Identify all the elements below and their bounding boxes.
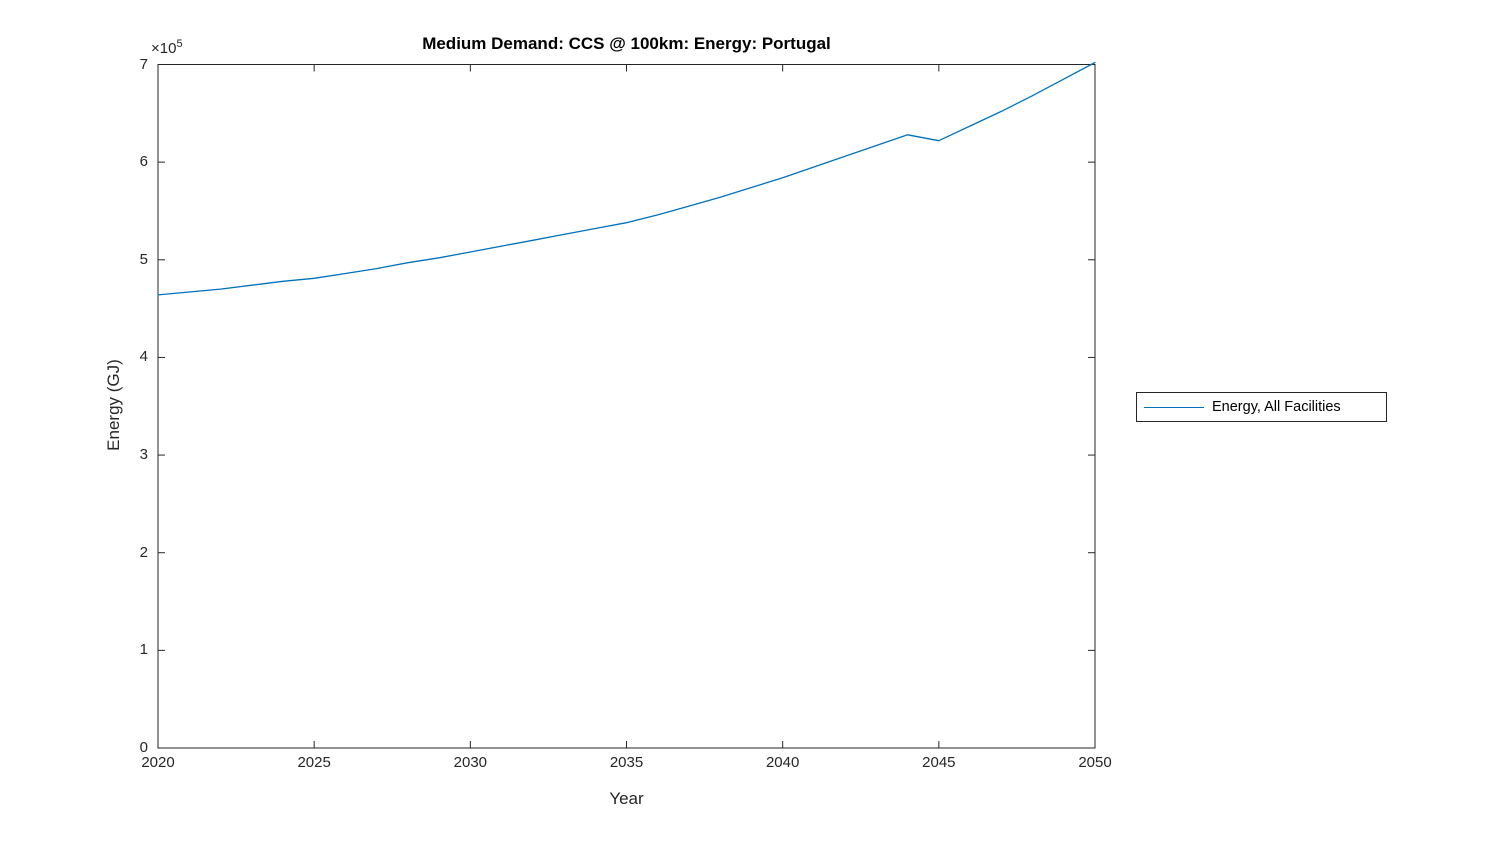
x-tick-label: 2025 xyxy=(297,754,331,771)
x-tick-label: 2040 xyxy=(765,754,800,771)
exponent-power: 5 xyxy=(176,38,183,50)
y-tick-label: 3 xyxy=(139,446,148,464)
tick-marks xyxy=(157,64,1096,749)
exponent-base: ×10 xyxy=(151,40,177,57)
axes-box xyxy=(157,64,1096,749)
y-tick-label: 6 xyxy=(139,153,148,171)
y-tick-label: 5 xyxy=(139,250,148,268)
chart-title: Medium Demand: CCS @ 100km: Energy: Port… xyxy=(422,34,831,53)
y-tick-label: 4 xyxy=(139,348,148,366)
x-tick-label: 2030 xyxy=(453,754,488,771)
y-tick-label: 1 xyxy=(139,641,148,659)
y-axis-exponent-label: ×105 xyxy=(151,38,183,57)
data-line xyxy=(157,61,1096,296)
x-tick-label: 2020 xyxy=(141,754,175,771)
x-tick-label: 2050 xyxy=(1078,754,1112,771)
y-tick-label: 2 xyxy=(139,543,148,561)
y-tick-label: 0 xyxy=(139,739,148,756)
legend: Energy, All Facilities xyxy=(1136,392,1387,422)
legend-line-sample-icon xyxy=(1144,406,1204,408)
y-tick-label: 7 xyxy=(139,55,148,73)
x-tick-label: 2035 xyxy=(609,754,644,771)
y-axis-label: Energy (GJ) xyxy=(104,359,123,451)
x-axis-label: Year xyxy=(609,789,644,808)
x-tick-label: 2045 xyxy=(922,754,956,771)
legend-entry-label: Energy, All Facilities xyxy=(1212,399,1341,415)
